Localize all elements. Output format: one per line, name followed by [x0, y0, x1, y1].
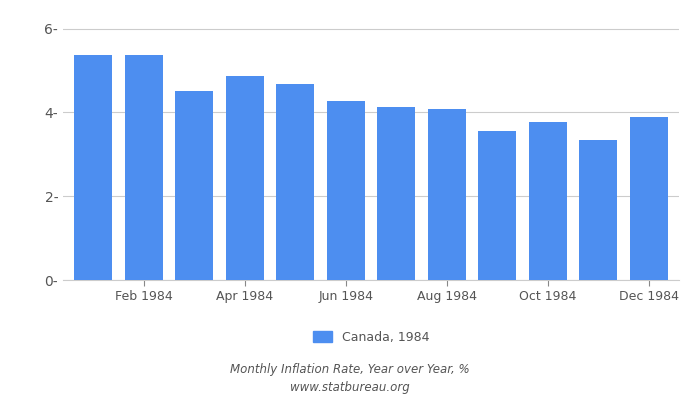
Bar [226, 76, 264, 280]
Bar [630, 116, 668, 280]
Bar [327, 101, 365, 280]
Bar [580, 140, 617, 280]
Bar [428, 110, 466, 280]
Bar [377, 107, 415, 280]
Bar [125, 55, 162, 280]
Bar [528, 122, 567, 280]
Text: www.statbureau.org: www.statbureau.org [290, 381, 410, 394]
Bar [478, 131, 516, 280]
Bar [74, 54, 112, 280]
Text: Monthly Inflation Rate, Year over Year, %: Monthly Inflation Rate, Year over Year, … [230, 364, 470, 376]
Bar [276, 84, 314, 280]
Legend: Canada, 1984: Canada, 1984 [308, 326, 434, 349]
Bar [175, 90, 214, 280]
